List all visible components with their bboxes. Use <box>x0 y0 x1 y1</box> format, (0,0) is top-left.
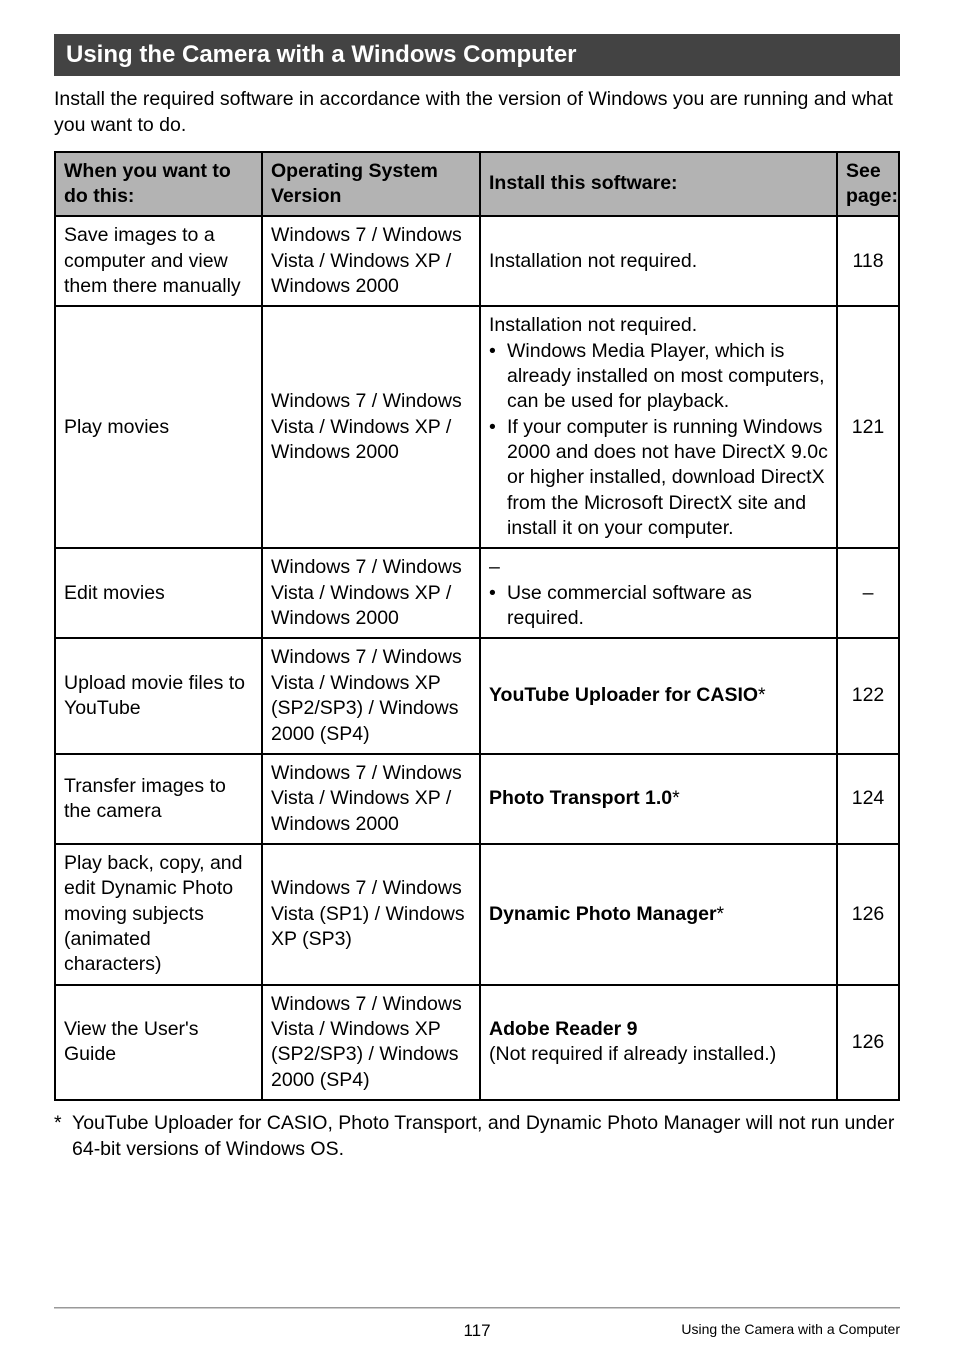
software-aster: * <box>717 903 725 925</box>
table-row: Edit movies Windows 7 / Windows Vista / … <box>55 548 899 638</box>
th-task: When you want to do this: <box>55 152 262 217</box>
bullet-icon: • <box>489 415 507 542</box>
cell-software: Installation not required. <box>480 216 837 306</box>
cell-page: 121 <box>837 306 899 548</box>
software-aster: * <box>672 787 680 809</box>
footnote: * YouTube Uploader for CASIO, Photo Tran… <box>54 1111 900 1162</box>
cell-task: Upload movie files to YouTube <box>55 638 262 753</box>
software-bold: Adobe Reader 9 <box>489 1018 637 1040</box>
table-header-row: When you want to do this: Operating Syst… <box>55 152 899 217</box>
software-aster: * <box>758 684 766 706</box>
cell-os: Windows 7 / Windows Vista (SP1) / Window… <box>262 844 480 985</box>
cell-task: Play movies <box>55 306 262 548</box>
software-bold: Photo Transport 1.0 <box>489 787 672 809</box>
cell-task: Transfer images to the camera <box>55 754 262 844</box>
footer-section-title: Using the Camera with a Computer <box>681 1321 900 1337</box>
cell-task: Edit movies <box>55 548 262 638</box>
table-row: Transfer images to the camera Windows 7 … <box>55 754 899 844</box>
software-dash: – <box>489 555 828 580</box>
bullet-text: Use commercial software as required. <box>507 581 828 632</box>
cell-page: – <box>837 548 899 638</box>
cell-os: Windows 7 / Windows Vista / Windows XP (… <box>262 638 480 753</box>
cell-page: 126 <box>837 985 899 1100</box>
section-banner: Using the Camera with a Windows Computer <box>54 34 900 76</box>
cell-os: Windows 7 / Windows Vista / Windows XP /… <box>262 754 480 844</box>
cell-software: Dynamic Photo Manager* <box>480 844 837 985</box>
software-bold: Dynamic Photo Manager <box>489 903 717 925</box>
cell-os: Windows 7 / Windows Vista / Windows XP /… <box>262 548 480 638</box>
cell-page: 126 <box>837 844 899 985</box>
cell-task: Play back, copy, and edit Dynamic Photo … <box>55 844 262 985</box>
software-table: When you want to do this: Operating Syst… <box>54 151 900 1101</box>
table-row: Play movies Windows 7 / Windows Vista / … <box>55 306 899 548</box>
bullet-text: Windows Media Player, which is already i… <box>507 339 828 415</box>
bullet-icon: • <box>489 581 507 632</box>
table-row: Play back, copy, and edit Dynamic Photo … <box>55 844 899 985</box>
intro-paragraph: Install the required software in accorda… <box>54 86 900 139</box>
bullet-text: If your computer is running Windows 2000… <box>507 415 828 542</box>
cell-os: Windows 7 / Windows Vista / Windows XP /… <box>262 216 480 306</box>
cell-software: YouTube Uploader for CASIO* <box>480 638 837 753</box>
cell-os: Windows 7 / Windows Vista / Windows XP (… <box>262 985 480 1100</box>
th-os: Operating System Version <box>262 152 480 217</box>
footer-divider <box>54 1307 900 1309</box>
footnote-asterisk: * <box>54 1111 72 1162</box>
cell-task: View the User's Guide <box>55 985 262 1100</box>
cell-page: 118 <box>837 216 899 306</box>
software-topline: Installation not required. <box>489 313 828 338</box>
page: Using the Camera with a Windows Computer… <box>0 0 954 1357</box>
bullet-icon: • <box>489 339 507 415</box>
page-footer: 117 Using the Camera with a Computer <box>54 1321 900 1337</box>
software-plain: (Not required if already installed.) <box>489 1042 828 1067</box>
th-software: Install this software: <box>480 152 837 217</box>
cell-page: 124 <box>837 754 899 844</box>
table-row: Upload movie files to YouTube Windows 7 … <box>55 638 899 753</box>
cell-page: 122 <box>837 638 899 753</box>
cell-os: Windows 7 / Windows Vista / Windows XP /… <box>262 306 480 548</box>
software-bold: YouTube Uploader for CASIO <box>489 684 758 706</box>
th-page: See page: <box>837 152 899 217</box>
footnote-text: YouTube Uploader for CASIO, Photo Transp… <box>72 1111 900 1162</box>
cell-software: Photo Transport 1.0* <box>480 754 837 844</box>
cell-software: – • Use commercial software as required. <box>480 548 837 638</box>
table-row: View the User's Guide Windows 7 / Window… <box>55 985 899 1100</box>
cell-task: Save images to a computer and view them … <box>55 216 262 306</box>
cell-software: Adobe Reader 9 (Not required if already … <box>480 985 837 1100</box>
table-row: Save images to a computer and view them … <box>55 216 899 306</box>
cell-software: Installation not required. • Windows Med… <box>480 306 837 548</box>
